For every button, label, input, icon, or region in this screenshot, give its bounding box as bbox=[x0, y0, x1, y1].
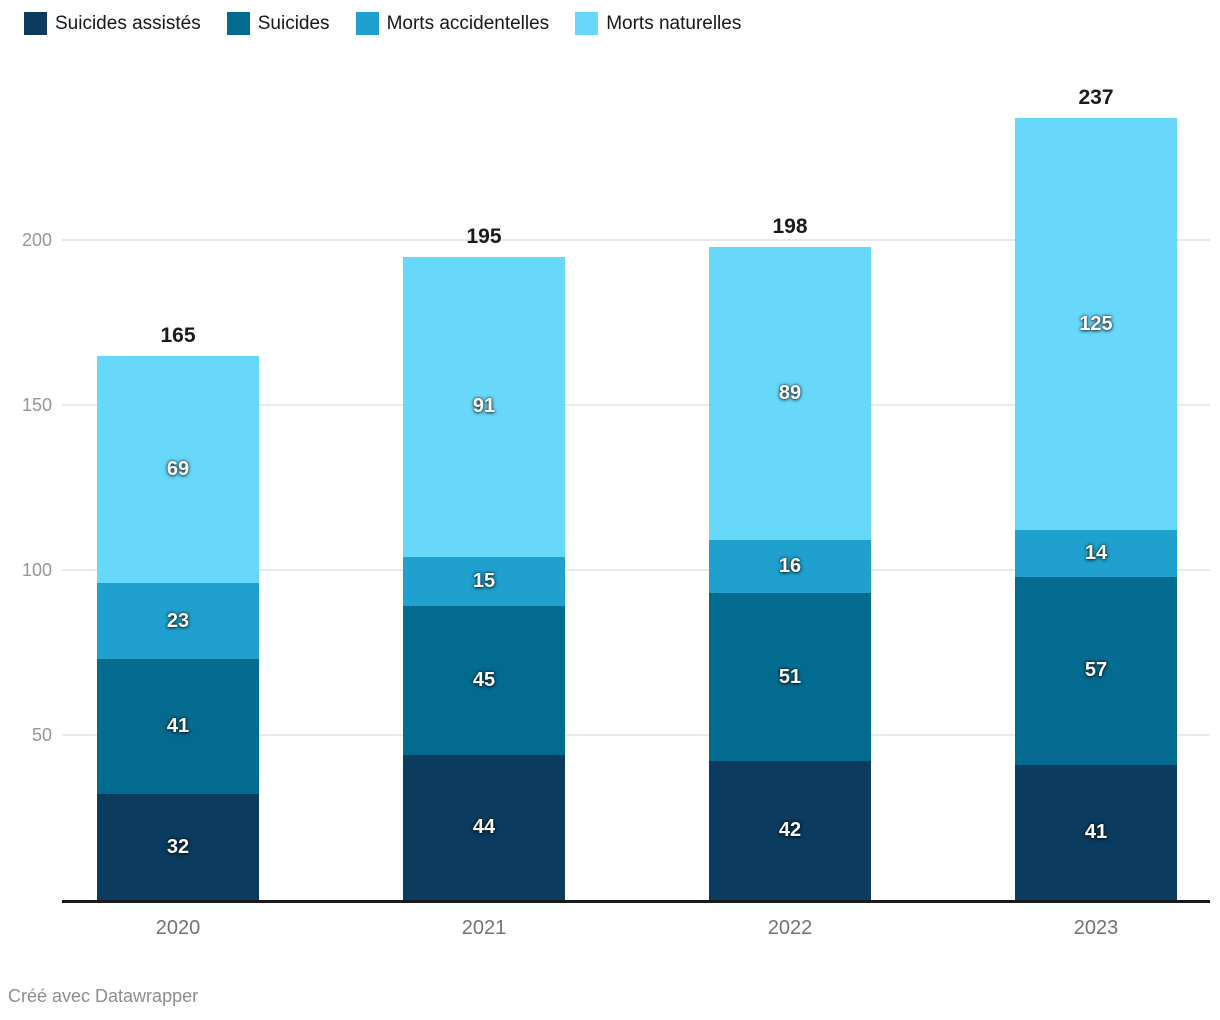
bar-2020-segment-morts-naturelles: 69 bbox=[97, 355, 259, 584]
datawrapper-credit: Créé avec Datawrapper bbox=[8, 986, 199, 1006]
legend-item-suicides: Suicides bbox=[226, 12, 330, 35]
segment-value-label: 32 bbox=[166, 835, 190, 858]
segment-value-label: 16 bbox=[778, 555, 802, 578]
segment-value-label: 42 bbox=[778, 819, 802, 842]
bar-2021-segment-suicides: 45 bbox=[403, 606, 565, 755]
x-tick-label: 2021 bbox=[461, 917, 507, 939]
segment-value-label: 51 bbox=[778, 665, 802, 688]
bar-2022-segment-suicides-assist-s: 42 bbox=[709, 761, 871, 900]
legend-label: Suicides assistés bbox=[55, 13, 201, 34]
legend-swatch-morts-naturelles bbox=[575, 12, 599, 35]
segment-value-label: 125 bbox=[1079, 312, 1113, 335]
segment-value-label: 69 bbox=[166, 457, 190, 480]
bar-total-label: 165 bbox=[160, 323, 196, 347]
gridline bbox=[62, 569, 1210, 571]
legend-item-suicides-assistes: Suicides assistés bbox=[24, 12, 201, 35]
x-tick-label: 2022 bbox=[767, 917, 813, 939]
y-tick-label: 150 bbox=[21, 395, 52, 415]
y-tick-label: 200 bbox=[21, 230, 52, 250]
bar-2023-segment-suicides: 57 bbox=[1015, 576, 1177, 765]
segment-value-label: 44 bbox=[472, 815, 496, 838]
legend-swatch-morts-accidentelles bbox=[355, 12, 379, 35]
bar-2021-segment-morts-accidentelles: 15 bbox=[403, 556, 565, 607]
legend-item-morts-naturelles: Morts naturelles bbox=[575, 12, 741, 35]
bar-total-label: 195 bbox=[466, 224, 502, 248]
segment-value-label: 57 bbox=[1084, 659, 1108, 682]
segment-value-label: 45 bbox=[472, 669, 496, 692]
bar-2022-segment-suicides: 51 bbox=[709, 593, 871, 762]
bar-2020-segment-morts-accidentelles: 23 bbox=[97, 583, 259, 660]
x-axis-line bbox=[62, 900, 1210, 903]
bar-2021-segment-morts-naturelles: 91 bbox=[403, 256, 565, 557]
gridline bbox=[62, 404, 1210, 406]
segment-value-label: 41 bbox=[1084, 820, 1108, 843]
bar-2020-segment-suicides-assist-s: 32 bbox=[97, 794, 259, 900]
segment-value-label: 89 bbox=[778, 381, 802, 404]
legend-swatch-suicides bbox=[226, 12, 250, 35]
x-tick-label: 2023 bbox=[1073, 917, 1119, 939]
segment-value-label: 14 bbox=[1084, 541, 1108, 564]
bar-2020-segment-suicides: 41 bbox=[97, 659, 259, 795]
bar-2022-segment-morts-naturelles: 89 bbox=[709, 246, 871, 541]
bar-2023-segment-morts-accidentelles: 14 bbox=[1015, 530, 1177, 577]
bar-2023-segment-suicides-assist-s: 41 bbox=[1015, 764, 1177, 900]
y-tick-label: 50 bbox=[31, 725, 52, 745]
legend-label: Suicides bbox=[257, 13, 330, 34]
x-tick-label: 2020 bbox=[155, 917, 201, 939]
segment-value-label: 23 bbox=[166, 609, 190, 632]
legend-label: Morts accidentelles bbox=[386, 13, 550, 34]
legend-item-morts-accidentelles: Morts accidentelles bbox=[355, 12, 550, 35]
bar-total-label: 237 bbox=[1078, 85, 1114, 109]
legend: Suicides assistés Suicides Morts acciden… bbox=[24, 12, 741, 35]
gridline bbox=[62, 239, 1210, 241]
bar-2023-segment-morts-naturelles: 125 bbox=[1015, 117, 1177, 531]
y-tick-label: 100 bbox=[21, 560, 52, 580]
segment-value-label: 15 bbox=[472, 570, 496, 593]
legend-label: Morts naturelles bbox=[606, 13, 742, 34]
legend-swatch-suicides-assistes bbox=[24, 12, 47, 35]
gridline bbox=[62, 734, 1210, 736]
segment-value-label: 41 bbox=[166, 715, 190, 738]
segment-value-label: 91 bbox=[472, 395, 496, 418]
bar-2021-segment-suicides-assist-s: 44 bbox=[403, 754, 565, 900]
bar-total-label: 198 bbox=[772, 214, 808, 238]
bar-2022-segment-morts-accidentelles: 16 bbox=[709, 540, 871, 594]
